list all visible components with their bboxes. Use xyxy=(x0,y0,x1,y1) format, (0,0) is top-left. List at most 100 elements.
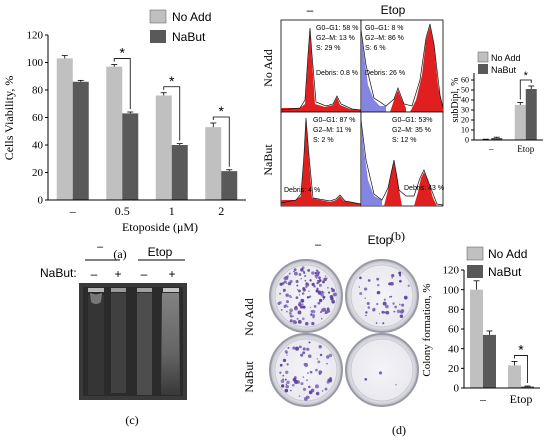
colony-dot xyxy=(303,271,306,274)
b-debris-label: Debris: 4 % xyxy=(284,187,320,194)
colony-dot xyxy=(300,305,304,309)
c-lane-sign: – xyxy=(91,267,98,281)
colony-dot xyxy=(310,388,315,393)
b-legend: No Add NaBut xyxy=(477,51,521,75)
d-y-tick-label: 60 xyxy=(448,324,460,336)
b-row-label-no-add: No Add xyxy=(261,49,275,87)
d-significance-bracket xyxy=(514,355,528,384)
colony-dot xyxy=(398,274,402,277)
b-col-header-etop: Etop xyxy=(381,3,406,17)
colony-dot xyxy=(306,296,310,299)
colony-dot xyxy=(311,271,315,275)
a-significance-star: * xyxy=(120,45,126,61)
colony-dot xyxy=(367,279,371,282)
d-bar xyxy=(483,334,496,388)
colony-dot xyxy=(326,355,330,359)
colony-dot xyxy=(367,306,371,309)
b-stat-line: G0–G1: 58 % xyxy=(316,25,358,32)
colony-dot xyxy=(317,360,321,364)
d-y-tick-label: 80 xyxy=(448,304,460,316)
b-histogram-no-add-etop: G0–G1: 8 % G2–M: 86 % S: 6 % Debris: 26 … xyxy=(360,19,444,113)
b-row-label-nabut: NaBut xyxy=(261,144,275,176)
colony-dot xyxy=(332,292,337,297)
d-row-label-no-add: No Add xyxy=(242,298,256,336)
a-significance-bracket xyxy=(163,86,181,141)
colony-dot xyxy=(283,280,287,284)
colony-dot xyxy=(399,279,402,283)
colony-dot xyxy=(286,354,288,356)
b-y-tick-label: 50 xyxy=(461,86,469,95)
colony-dot xyxy=(300,268,304,272)
colony-dot xyxy=(300,382,304,386)
colony-dot xyxy=(364,377,368,381)
a-bar xyxy=(106,66,123,200)
colony-dot xyxy=(320,317,323,320)
colony-dot xyxy=(392,302,395,305)
b-stat-line: G0–G1: 8 % xyxy=(365,25,404,32)
colony-dot xyxy=(289,314,293,318)
d-y-tick-label: 40 xyxy=(448,343,460,355)
colony-dot xyxy=(298,345,302,349)
colony-dot xyxy=(314,274,318,278)
colony-dot xyxy=(280,379,285,384)
d-y-tick-label: 100 xyxy=(443,284,460,296)
colony-dot xyxy=(305,282,310,287)
d-bar xyxy=(521,386,534,388)
c-lane-sign: – xyxy=(141,267,148,281)
colony-dot xyxy=(303,362,307,366)
colony-dot xyxy=(289,319,293,323)
colony-dot xyxy=(285,351,288,354)
colony-dot xyxy=(298,395,301,397)
a-y-tick-label: 60 xyxy=(32,112,44,124)
colony-dot xyxy=(293,268,297,272)
colony-dot xyxy=(317,301,321,305)
colony-dot xyxy=(282,358,287,363)
panel-b-cell-cycle: – Etop No Add NaBut G0–G1: 58 % G2–M: 13… xyxy=(261,3,543,243)
d-y-tick-label: 20 xyxy=(448,363,460,375)
colony-dot xyxy=(302,351,306,355)
colony-dot xyxy=(316,287,319,290)
colony-dot xyxy=(324,387,328,391)
colony-dot xyxy=(310,310,314,313)
colony-dot xyxy=(306,347,310,351)
colony-dot xyxy=(376,277,380,281)
d-legend-label-nabut: NaBut xyxy=(488,265,522,279)
panel-d-colony-formation: – Etop No Add NaBut * 0 20 40 60 80 100 xyxy=(242,233,540,437)
colony-dot xyxy=(318,283,322,287)
colony-dot xyxy=(378,313,381,315)
colony-dot xyxy=(277,301,281,305)
b-x-tick-label: Etop xyxy=(517,144,534,154)
colony-dot xyxy=(311,313,316,318)
d-dish-no-add-control xyxy=(269,259,343,333)
d-dish-nabut-control xyxy=(269,333,343,407)
colony-dot xyxy=(308,290,310,292)
b-stat-line: S: 12 % xyxy=(392,137,417,144)
b-y-tick-label: 20 xyxy=(461,116,469,125)
colony-dot xyxy=(326,362,328,365)
colony-dot xyxy=(327,286,329,289)
a-y-axis-label: Cells Viability, % xyxy=(2,76,16,161)
colony-dot xyxy=(304,279,307,282)
colony-dot xyxy=(309,279,312,282)
colony-dot xyxy=(296,317,299,320)
colony-dot xyxy=(292,377,297,382)
colony-dot xyxy=(332,299,335,302)
colony-dot xyxy=(407,284,410,287)
colony-dot xyxy=(286,363,289,366)
a-legend: No Add NaBut xyxy=(149,9,211,44)
c-row-label: NaBut: xyxy=(40,266,77,280)
colony-dot xyxy=(315,391,320,396)
colony-dot xyxy=(308,341,311,344)
colony-dot xyxy=(288,294,292,298)
colony-dot xyxy=(391,274,395,278)
colony-dot xyxy=(319,311,322,314)
b-significance-star: * xyxy=(524,70,529,82)
a-bar xyxy=(205,127,222,200)
b-debris-label: Debris: 26 % xyxy=(365,70,405,77)
d-legend-label-no-add: No Add xyxy=(488,247,527,261)
colony-dot xyxy=(301,292,305,295)
colony-dot xyxy=(398,271,402,275)
colony-dot xyxy=(309,370,313,374)
colony-dot xyxy=(284,378,287,381)
colony-dot xyxy=(300,278,302,280)
